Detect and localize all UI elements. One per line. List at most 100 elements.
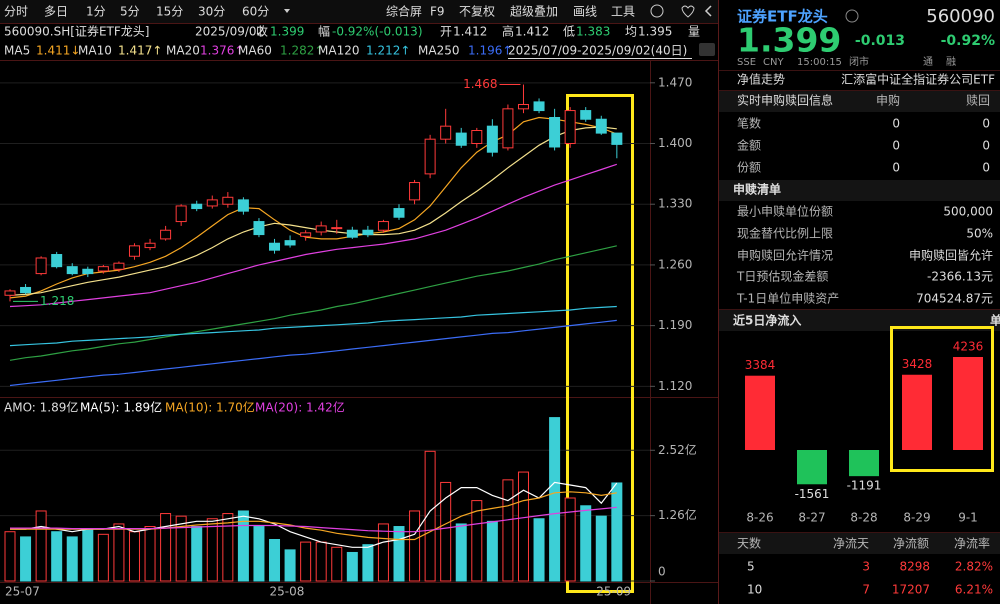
column-header: 净流率 xyxy=(954,536,990,551)
tool-button[interactable]: 超级叠加 xyxy=(510,4,558,19)
candle-body xyxy=(128,245,140,257)
volume-bar xyxy=(533,518,545,582)
tool-button[interactable]: 工具 xyxy=(611,5,635,19)
volume-bar xyxy=(455,523,467,582)
x-tick-label: 25-09 xyxy=(596,585,631,599)
period-tab[interactable]: 60分 xyxy=(242,5,269,19)
tool-button[interactable]: 不复权 xyxy=(459,5,495,19)
info-icon[interactable] xyxy=(845,9,859,23)
ma-line xyxy=(9,116,618,299)
quote-field: -0.92%(-0.013) xyxy=(332,25,423,39)
candle-body xyxy=(237,199,249,212)
favorite-icon[interactable] xyxy=(681,5,695,18)
quote-field: 开 xyxy=(440,25,452,39)
candle-body xyxy=(331,227,343,230)
section-bg xyxy=(719,91,1000,112)
min-label: 1.218 xyxy=(40,294,74,308)
legend-value: 1.212↑ xyxy=(366,44,410,58)
period-tab[interactable]: 1分 xyxy=(86,5,106,19)
period-tab[interactable]: 分时 xyxy=(4,5,28,19)
y-tick-label: 1.330 xyxy=(658,197,692,211)
candle-body xyxy=(175,205,187,223)
y-tick-label: 1.26亿 xyxy=(658,507,697,522)
tool-button[interactable]: 画线 xyxy=(573,5,597,19)
etf-price: 1.399 xyxy=(737,21,841,60)
nav-label[interactable]: 净值走势 xyxy=(737,72,785,87)
column-header: 申购 xyxy=(876,93,900,108)
etf-code: 560090 xyxy=(926,6,995,27)
legend-name: MA250 xyxy=(418,44,459,58)
quote-field: 560090.SH[证券ETF龙头] xyxy=(4,24,149,39)
quote-field: 2025/09/02 xyxy=(195,25,264,39)
column-header: 天数 xyxy=(737,536,761,551)
row-label: 最小申赎单位份额 xyxy=(737,204,833,219)
volume-bar xyxy=(222,513,234,582)
candle-body xyxy=(362,229,374,236)
candle-body xyxy=(595,118,607,134)
quote-field: 量 xyxy=(688,25,700,39)
row-label: 金额 xyxy=(737,138,761,153)
candle-body xyxy=(377,221,389,231)
etf-name: 证券ETF龙头 xyxy=(737,8,828,26)
period-tab[interactable]: 30分 xyxy=(198,5,225,19)
wp-icon[interactable] xyxy=(699,43,715,56)
quote-field: 1.412 xyxy=(515,25,549,39)
volume-bar xyxy=(97,533,109,582)
flow-bar xyxy=(797,450,827,485)
row-value: -2366.13元 xyxy=(927,270,993,284)
period-tab[interactable]: 多日 xyxy=(44,5,68,19)
y-tick-label: 1.400 xyxy=(658,136,692,150)
settings-icon[interactable] xyxy=(650,4,664,18)
volume-bar xyxy=(346,551,358,582)
ma-line xyxy=(9,126,617,296)
quote-field: 收 xyxy=(256,25,268,39)
volume-bar xyxy=(4,531,16,582)
candle-body xyxy=(51,254,63,268)
row-value: 0 xyxy=(982,139,990,153)
table-cell: 10 xyxy=(747,583,762,597)
badge: 融 xyxy=(946,56,956,68)
candle-body xyxy=(20,286,32,294)
candle-body xyxy=(580,110,592,120)
row-label: T-1日单位申赎资产 xyxy=(736,291,839,306)
candle-body xyxy=(35,257,47,275)
range-label[interactable]: 2025/07/09-2025/09/02(40日) xyxy=(508,44,687,58)
row-value: 0 xyxy=(982,161,990,175)
dropdown-icon[interactable] xyxy=(284,9,290,13)
row-value: 500,000 xyxy=(943,205,993,219)
period-tab[interactable]: 5分 xyxy=(120,5,140,19)
candle-body xyxy=(66,266,78,275)
volume-bar xyxy=(486,520,498,582)
tool-button[interactable]: 综合屏 xyxy=(386,4,422,19)
candle-body xyxy=(222,196,234,205)
volume-bar xyxy=(20,536,32,582)
quote-field: 1.399 xyxy=(270,25,304,39)
candle-body xyxy=(393,208,405,218)
section-bg xyxy=(719,310,1000,331)
legend-value: 1.411↓ xyxy=(36,44,80,58)
tool-button[interactable]: F9 xyxy=(430,5,445,19)
row-label: 笔数 xyxy=(737,116,761,131)
volume-bar xyxy=(377,523,389,582)
candle-body xyxy=(471,130,483,145)
quote-field: 1.412 xyxy=(453,25,487,39)
flow-bar xyxy=(953,357,983,450)
period-tab[interactable]: 15分 xyxy=(156,5,183,19)
legend-name: MA10 xyxy=(78,44,112,58)
volume-bar xyxy=(393,526,405,582)
collapse-icon[interactable] xyxy=(704,5,712,17)
candle-body xyxy=(160,229,172,240)
volume-bar xyxy=(284,549,296,582)
candle-body xyxy=(564,110,576,145)
row-value: 0 xyxy=(892,139,900,153)
legend-name: MA5 xyxy=(4,44,30,58)
meta: 闭市 xyxy=(849,55,869,68)
value-label: 4236 xyxy=(953,340,984,354)
candle-body xyxy=(315,225,327,233)
toolbar-bg xyxy=(0,0,718,23)
candle-body xyxy=(424,138,436,175)
y-tick-label: 2.52亿 xyxy=(658,442,697,457)
volume-bar xyxy=(300,541,312,582)
volume-bar xyxy=(564,497,576,582)
volume-bar xyxy=(175,515,187,582)
